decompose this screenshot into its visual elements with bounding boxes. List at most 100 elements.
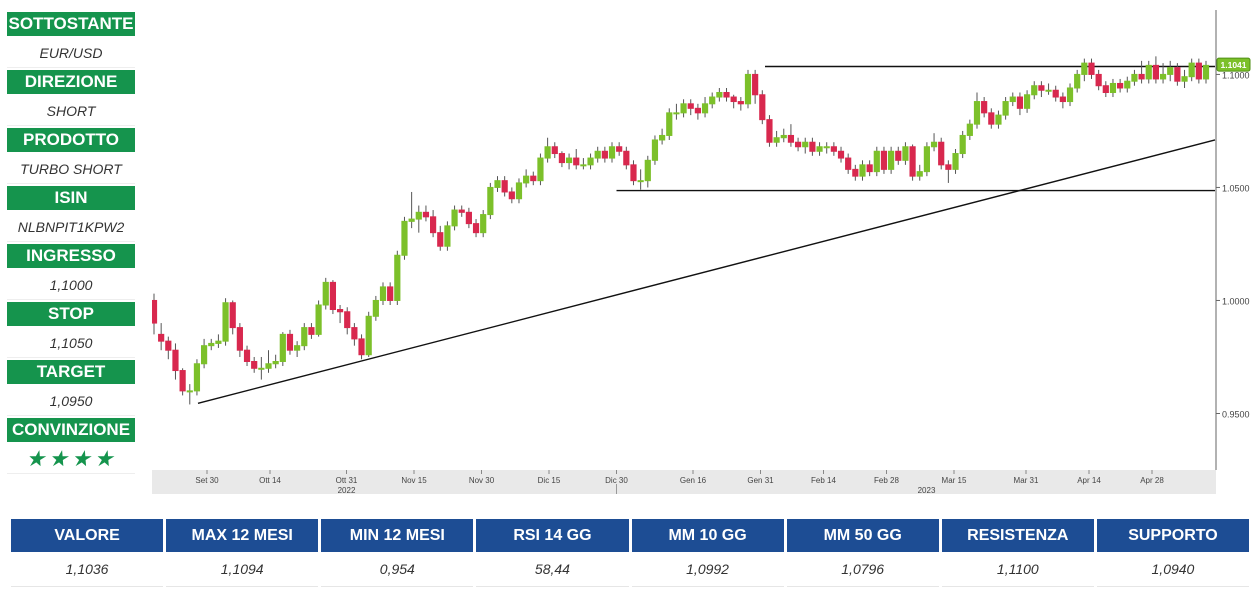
candle-body bbox=[680, 103, 687, 114]
candle-body bbox=[179, 370, 186, 392]
candle-body bbox=[1009, 96, 1016, 103]
candle bbox=[472, 219, 480, 238]
candle-body bbox=[1131, 73, 1138, 82]
candle bbox=[379, 282, 387, 305]
candle bbox=[981, 97, 988, 118]
candle-body bbox=[923, 146, 930, 173]
candle-body bbox=[1202, 64, 1210, 80]
candle bbox=[852, 164, 859, 181]
x-tick-label: Dic 30 bbox=[605, 476, 628, 485]
candle bbox=[1038, 81, 1045, 98]
x-tick-label: Dic 15 bbox=[538, 476, 561, 485]
info-label-target: TARGET bbox=[7, 360, 135, 384]
candle bbox=[1174, 63, 1181, 86]
candle-body bbox=[759, 94, 766, 121]
candle-body bbox=[895, 150, 902, 161]
candle-body bbox=[823, 146, 830, 149]
candle-body bbox=[158, 333, 165, 342]
candle-body bbox=[945, 164, 952, 170]
candle-body bbox=[494, 180, 501, 188]
candle bbox=[909, 144, 916, 181]
candle bbox=[158, 323, 165, 351]
candle-body bbox=[236, 327, 243, 351]
candle-body bbox=[243, 349, 251, 362]
candle bbox=[837, 146, 845, 163]
candle bbox=[458, 205, 465, 217]
candle bbox=[152, 293, 158, 335]
candle-body bbox=[952, 153, 959, 170]
candle bbox=[766, 115, 773, 147]
stats-value-row: 1,1036 1,1094 0,954 58,44 1,0992 1,0796 1,1100… bbox=[11, 552, 1249, 587]
candle bbox=[286, 329, 294, 355]
x-tick-label: Feb 14 bbox=[811, 476, 836, 485]
candle-body bbox=[709, 96, 716, 105]
candle bbox=[165, 336, 172, 360]
candle-body bbox=[580, 164, 587, 167]
candle-body bbox=[981, 101, 988, 114]
y-tick-label: 1.0500 bbox=[1222, 183, 1250, 193]
candle bbox=[465, 207, 472, 229]
candle bbox=[1124, 76, 1131, 93]
stats-value: 1,0992 bbox=[631, 552, 784, 587]
info-label-prodotto: PRODOTTO bbox=[7, 128, 135, 152]
y-tick-label: 1.1000 bbox=[1222, 70, 1250, 80]
candle bbox=[444, 221, 451, 251]
candle bbox=[222, 298, 229, 346]
candle bbox=[1159, 63, 1167, 84]
candle bbox=[845, 153, 852, 174]
candle-body bbox=[666, 112, 673, 136]
stats-value: 0,954 bbox=[321, 552, 474, 587]
candle bbox=[258, 356, 265, 380]
trendline-line bbox=[197, 139, 1216, 404]
candle bbox=[644, 155, 651, 188]
candle bbox=[673, 103, 680, 120]
candle-body bbox=[537, 157, 544, 182]
candle bbox=[1016, 92, 1024, 116]
candle bbox=[580, 158, 587, 170]
x-tick-label: Feb 28 bbox=[874, 476, 899, 485]
info-value-target: 1,0950 bbox=[7, 386, 135, 416]
candle bbox=[966, 119, 973, 140]
candle bbox=[587, 153, 594, 170]
candle-body bbox=[809, 141, 816, 152]
candle bbox=[859, 160, 866, 181]
candle bbox=[1188, 58, 1195, 82]
candle bbox=[601, 146, 608, 163]
candle-body bbox=[1074, 73, 1081, 89]
info-label-sottostante: SOTTOSTANTE bbox=[7, 12, 135, 36]
candle bbox=[301, 323, 308, 351]
stats-header: MM 50 GG bbox=[786, 519, 939, 552]
candle bbox=[530, 171, 537, 186]
candle bbox=[873, 146, 880, 177]
candle-body bbox=[487, 186, 494, 216]
candle bbox=[1002, 97, 1009, 120]
stats-table: VALORE MAX 12 MESI MIN 12 MESI RSI 14 GG MM … bbox=[8, 519, 1252, 587]
x-tick-label: Ott 31 bbox=[336, 476, 358, 485]
info-value-sottostante: EUR/USD bbox=[7, 38, 135, 68]
candle-body bbox=[909, 146, 916, 177]
y-tick-label: 0.9500 bbox=[1222, 409, 1250, 419]
candle-body bbox=[186, 390, 193, 393]
candle-body bbox=[694, 107, 701, 114]
candle bbox=[1117, 78, 1124, 93]
stats-header: SUPPORTO bbox=[1096, 519, 1249, 552]
x-tick-label: Apr 14 bbox=[1077, 476, 1101, 485]
candle-body bbox=[1195, 62, 1202, 80]
info-label-convinzione: CONVINZIONE bbox=[7, 418, 135, 442]
candle bbox=[422, 205, 430, 222]
candle bbox=[744, 69, 752, 109]
candle-body bbox=[172, 349, 179, 372]
candle-body bbox=[1081, 62, 1088, 75]
candle-body bbox=[437, 232, 444, 247]
candle-body bbox=[530, 175, 537, 182]
candle-body bbox=[258, 367, 265, 370]
candle-body bbox=[1159, 73, 1167, 80]
candle-body bbox=[1088, 62, 1095, 75]
candle-body bbox=[430, 216, 437, 234]
candle bbox=[594, 146, 601, 163]
candle bbox=[651, 135, 659, 165]
x-tick-label: Apr 28 bbox=[1140, 476, 1164, 485]
candle bbox=[208, 338, 215, 351]
candle-body bbox=[623, 150, 630, 166]
candle bbox=[902, 142, 909, 165]
